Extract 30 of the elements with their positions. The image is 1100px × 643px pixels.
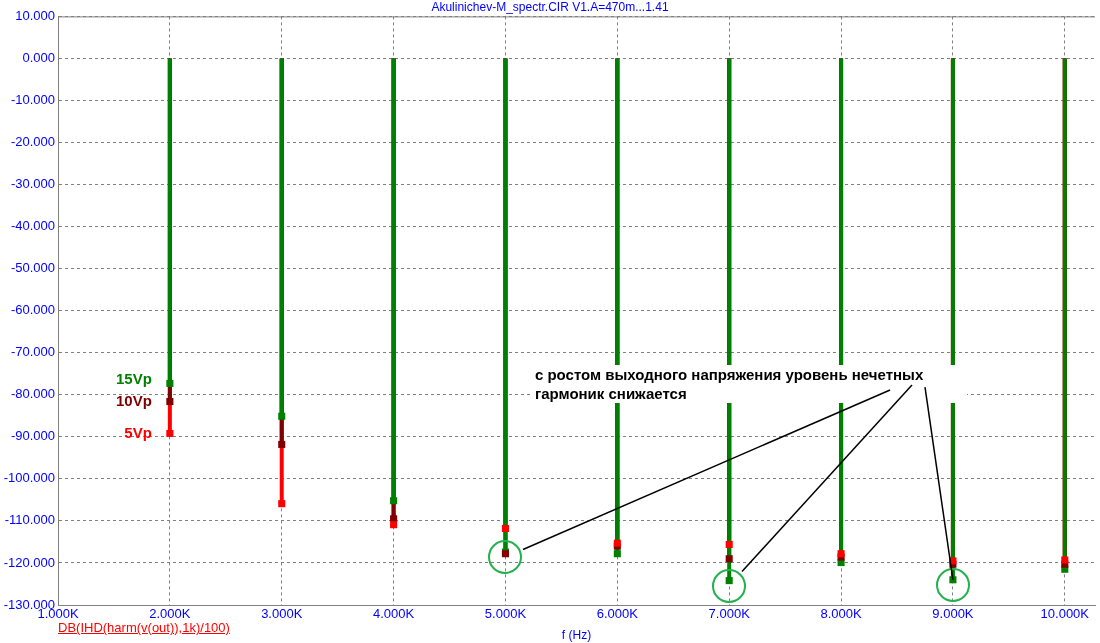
- y-tick-label: 0.000: [22, 50, 55, 66]
- y-tick-label: 10.000: [15, 7, 55, 23]
- y-tick-label: -30.000: [10, 176, 55, 192]
- x-tick-label: 7.000K: [708, 606, 751, 622]
- series-label: 5Vp: [124, 423, 152, 441]
- y-tick-label: -120.000: [3, 554, 55, 570]
- y-tick-label: -110.000: [4, 512, 55, 528]
- x-tick-label: 8.000K: [820, 606, 862, 622]
- series-label: 10Vp: [116, 391, 152, 409]
- x-tick-label: 4.000K: [373, 606, 415, 622]
- x-tick-label: 6.000K: [596, 606, 639, 622]
- y-tick-label: -80.000: [10, 386, 55, 402]
- x-axis-title: f (Hz): [561, 628, 592, 643]
- y-tick-label: -100.000: [3, 470, 55, 486]
- x-tick-label: 10.000K: [1040, 606, 1090, 622]
- y-tick-label: -70.000: [10, 344, 55, 360]
- x-tick-label: 2.000K: [149, 606, 191, 622]
- chart-title: Akulinichev-M_spectr.CIR V1.A=470m...1.41: [431, 0, 669, 14]
- y-tick-label: -40.000: [10, 218, 55, 234]
- annotation: с ростом выходного напряжения уровень нечетных гармоник снижается: [532, 364, 967, 403]
- text: DB(IHD(harm(v(out)),1k)/100): [58, 620, 230, 635]
- x-tick-label: 5.000K: [484, 606, 527, 622]
- y-tick-label: -90.000: [10, 428, 55, 444]
- series-label: 15Vp: [116, 369, 152, 387]
- x-tick-label: 3.000K: [261, 606, 303, 622]
- y-tick-label: -20.000: [10, 134, 55, 150]
- y-tick-label: -50.000: [10, 260, 55, 276]
- x-tick-label: 9.000K: [932, 606, 974, 622]
- y-tick-label: -60.000: [10, 302, 55, 318]
- y-tick-label: -10.000: [10, 92, 55, 108]
